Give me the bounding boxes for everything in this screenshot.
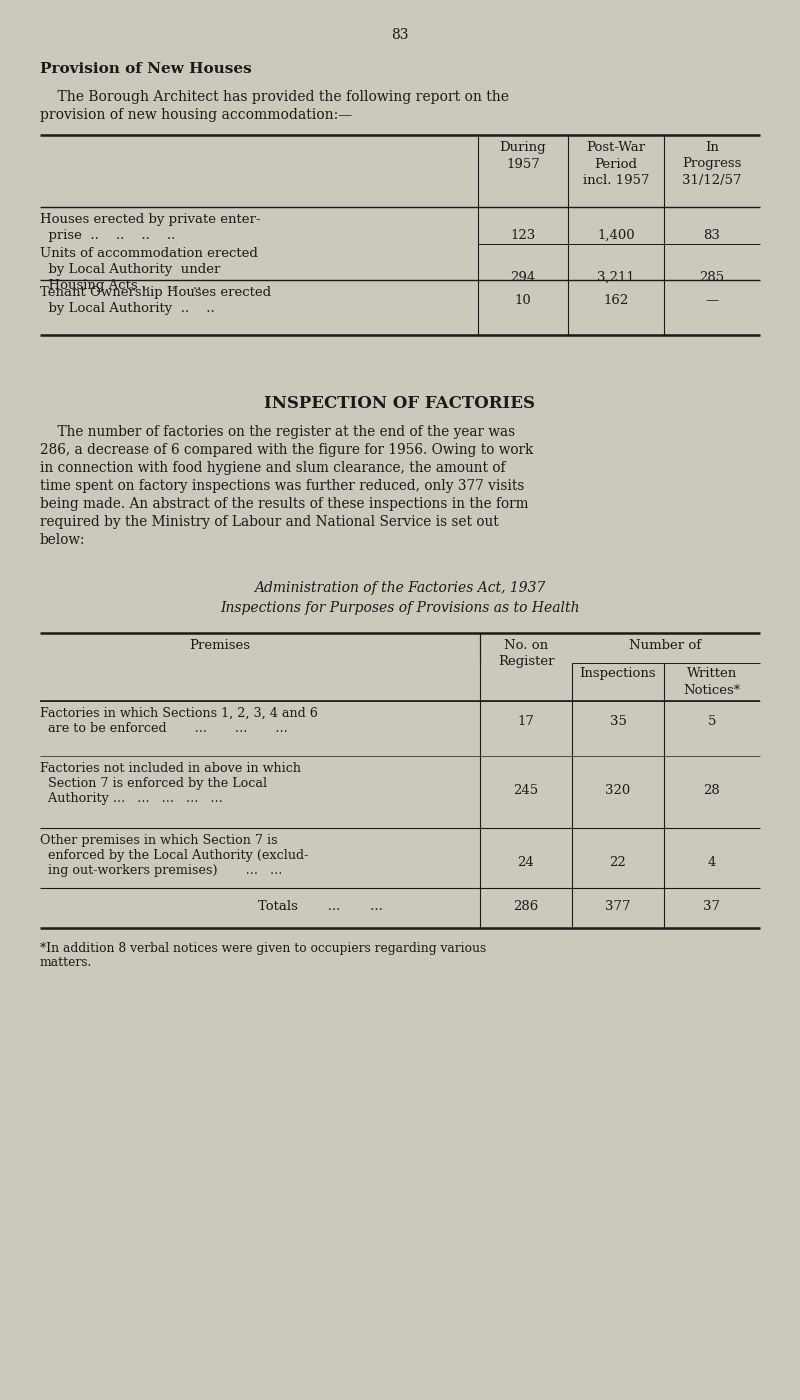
Text: enforced by the Local Authority (exclud-: enforced by the Local Authority (exclud-: [40, 848, 308, 862]
Text: 5: 5: [708, 715, 716, 728]
Text: Number of: Number of: [629, 638, 701, 652]
Text: 83: 83: [703, 230, 721, 242]
Text: 123: 123: [510, 230, 536, 242]
Text: Other premises in which Section 7 is: Other premises in which Section 7 is: [40, 834, 278, 847]
Text: 1,400: 1,400: [597, 230, 635, 242]
Text: provision of new housing accommodation:—: provision of new housing accommodation:—: [40, 108, 352, 122]
Text: by Local Authority  under: by Local Authority under: [40, 263, 220, 276]
Text: *In addition 8 verbal notices were given to occupiers regarding various: *In addition 8 verbal notices were given…: [40, 942, 486, 955]
Text: 17: 17: [518, 715, 534, 728]
Text: 162: 162: [603, 294, 629, 307]
Text: Section 7 is enforced by the Local: Section 7 is enforced by the Local: [40, 777, 267, 790]
Text: Administration of the Factories Act, 1937: Administration of the Factories Act, 193…: [254, 581, 546, 595]
Text: 37: 37: [703, 900, 721, 913]
Text: 286: 286: [514, 900, 538, 913]
Text: 245: 245: [514, 784, 538, 797]
Text: 10: 10: [514, 294, 531, 307]
Text: 320: 320: [606, 784, 630, 797]
Text: During
1957: During 1957: [500, 141, 546, 171]
Text: 24: 24: [518, 855, 534, 869]
Text: 4: 4: [708, 855, 716, 869]
Text: 286, a decrease of 6 compared with the figure for 1956. Owing to work: 286, a decrease of 6 compared with the f…: [40, 442, 534, 456]
Text: below:: below:: [40, 533, 86, 547]
Text: 22: 22: [610, 855, 626, 869]
Text: No. on
Register: No. on Register: [498, 638, 554, 669]
Text: Provision of New Houses: Provision of New Houses: [40, 62, 252, 76]
Text: Authority ...   ...   ...   ...   ...: Authority ... ... ... ... ...: [40, 792, 222, 805]
Text: Inspections: Inspections: [580, 666, 656, 680]
Text: 83: 83: [391, 28, 409, 42]
Text: prise  ..    ..    ..    ..: prise .. .. .. ..: [40, 230, 175, 242]
Text: INSPECTION OF FACTORIES: INSPECTION OF FACTORIES: [265, 395, 535, 412]
Text: The number of factories on the register at the end of the year was: The number of factories on the register …: [40, 426, 515, 440]
Text: Premises: Premises: [190, 638, 250, 652]
Text: time spent on factory inspections was further reduced, only 377 visits: time spent on factory inspections was fu…: [40, 479, 524, 493]
Text: Houses erected by private enter-: Houses erected by private enter-: [40, 213, 261, 225]
Text: 3,211: 3,211: [597, 272, 635, 284]
Text: ing out-workers premises)       ...   ...: ing out-workers premises) ... ...: [40, 864, 282, 876]
Text: Factories not included in above in which: Factories not included in above in which: [40, 762, 301, 776]
Text: Housing Acts ..    ..    ..: Housing Acts .. .. ..: [40, 279, 202, 293]
Text: The Borough Architect has provided the following report on the: The Borough Architect has provided the f…: [40, 90, 509, 104]
Text: matters.: matters.: [40, 956, 92, 969]
Text: Inspections for Purposes of Provisions as to Health: Inspections for Purposes of Provisions a…: [220, 601, 580, 615]
Text: Totals       ...       ...: Totals ... ...: [258, 900, 382, 913]
Text: 285: 285: [699, 272, 725, 284]
Text: 377: 377: [606, 900, 630, 913]
Text: being made. An abstract of the results of these inspections in the form: being made. An abstract of the results o…: [40, 497, 529, 511]
Text: Tenant Ownership Houses erected: Tenant Ownership Houses erected: [40, 286, 271, 300]
Text: In
Progress
31/12/57: In Progress 31/12/57: [682, 141, 742, 188]
Text: by Local Authority  ..    ..: by Local Authority .. ..: [40, 302, 214, 315]
Text: required by the Ministry of Labour and National Service is set out: required by the Ministry of Labour and N…: [40, 515, 498, 529]
Text: Written
Notices*: Written Notices*: [683, 666, 741, 697]
Text: 294: 294: [510, 272, 536, 284]
Text: —: —: [706, 294, 718, 307]
Text: are to be enforced       ...       ...       ...: are to be enforced ... ... ...: [40, 722, 288, 735]
Text: Units of accommodation erected: Units of accommodation erected: [40, 246, 258, 260]
Text: 35: 35: [610, 715, 626, 728]
Text: 28: 28: [704, 784, 720, 797]
Text: Post-War
Period
incl. 1957: Post-War Period incl. 1957: [582, 141, 650, 188]
Text: in connection with food hygiene and slum clearance, the amount of: in connection with food hygiene and slum…: [40, 461, 506, 475]
Text: Factories in which Sections 1, 2, 3, 4 and 6: Factories in which Sections 1, 2, 3, 4 a…: [40, 707, 318, 720]
